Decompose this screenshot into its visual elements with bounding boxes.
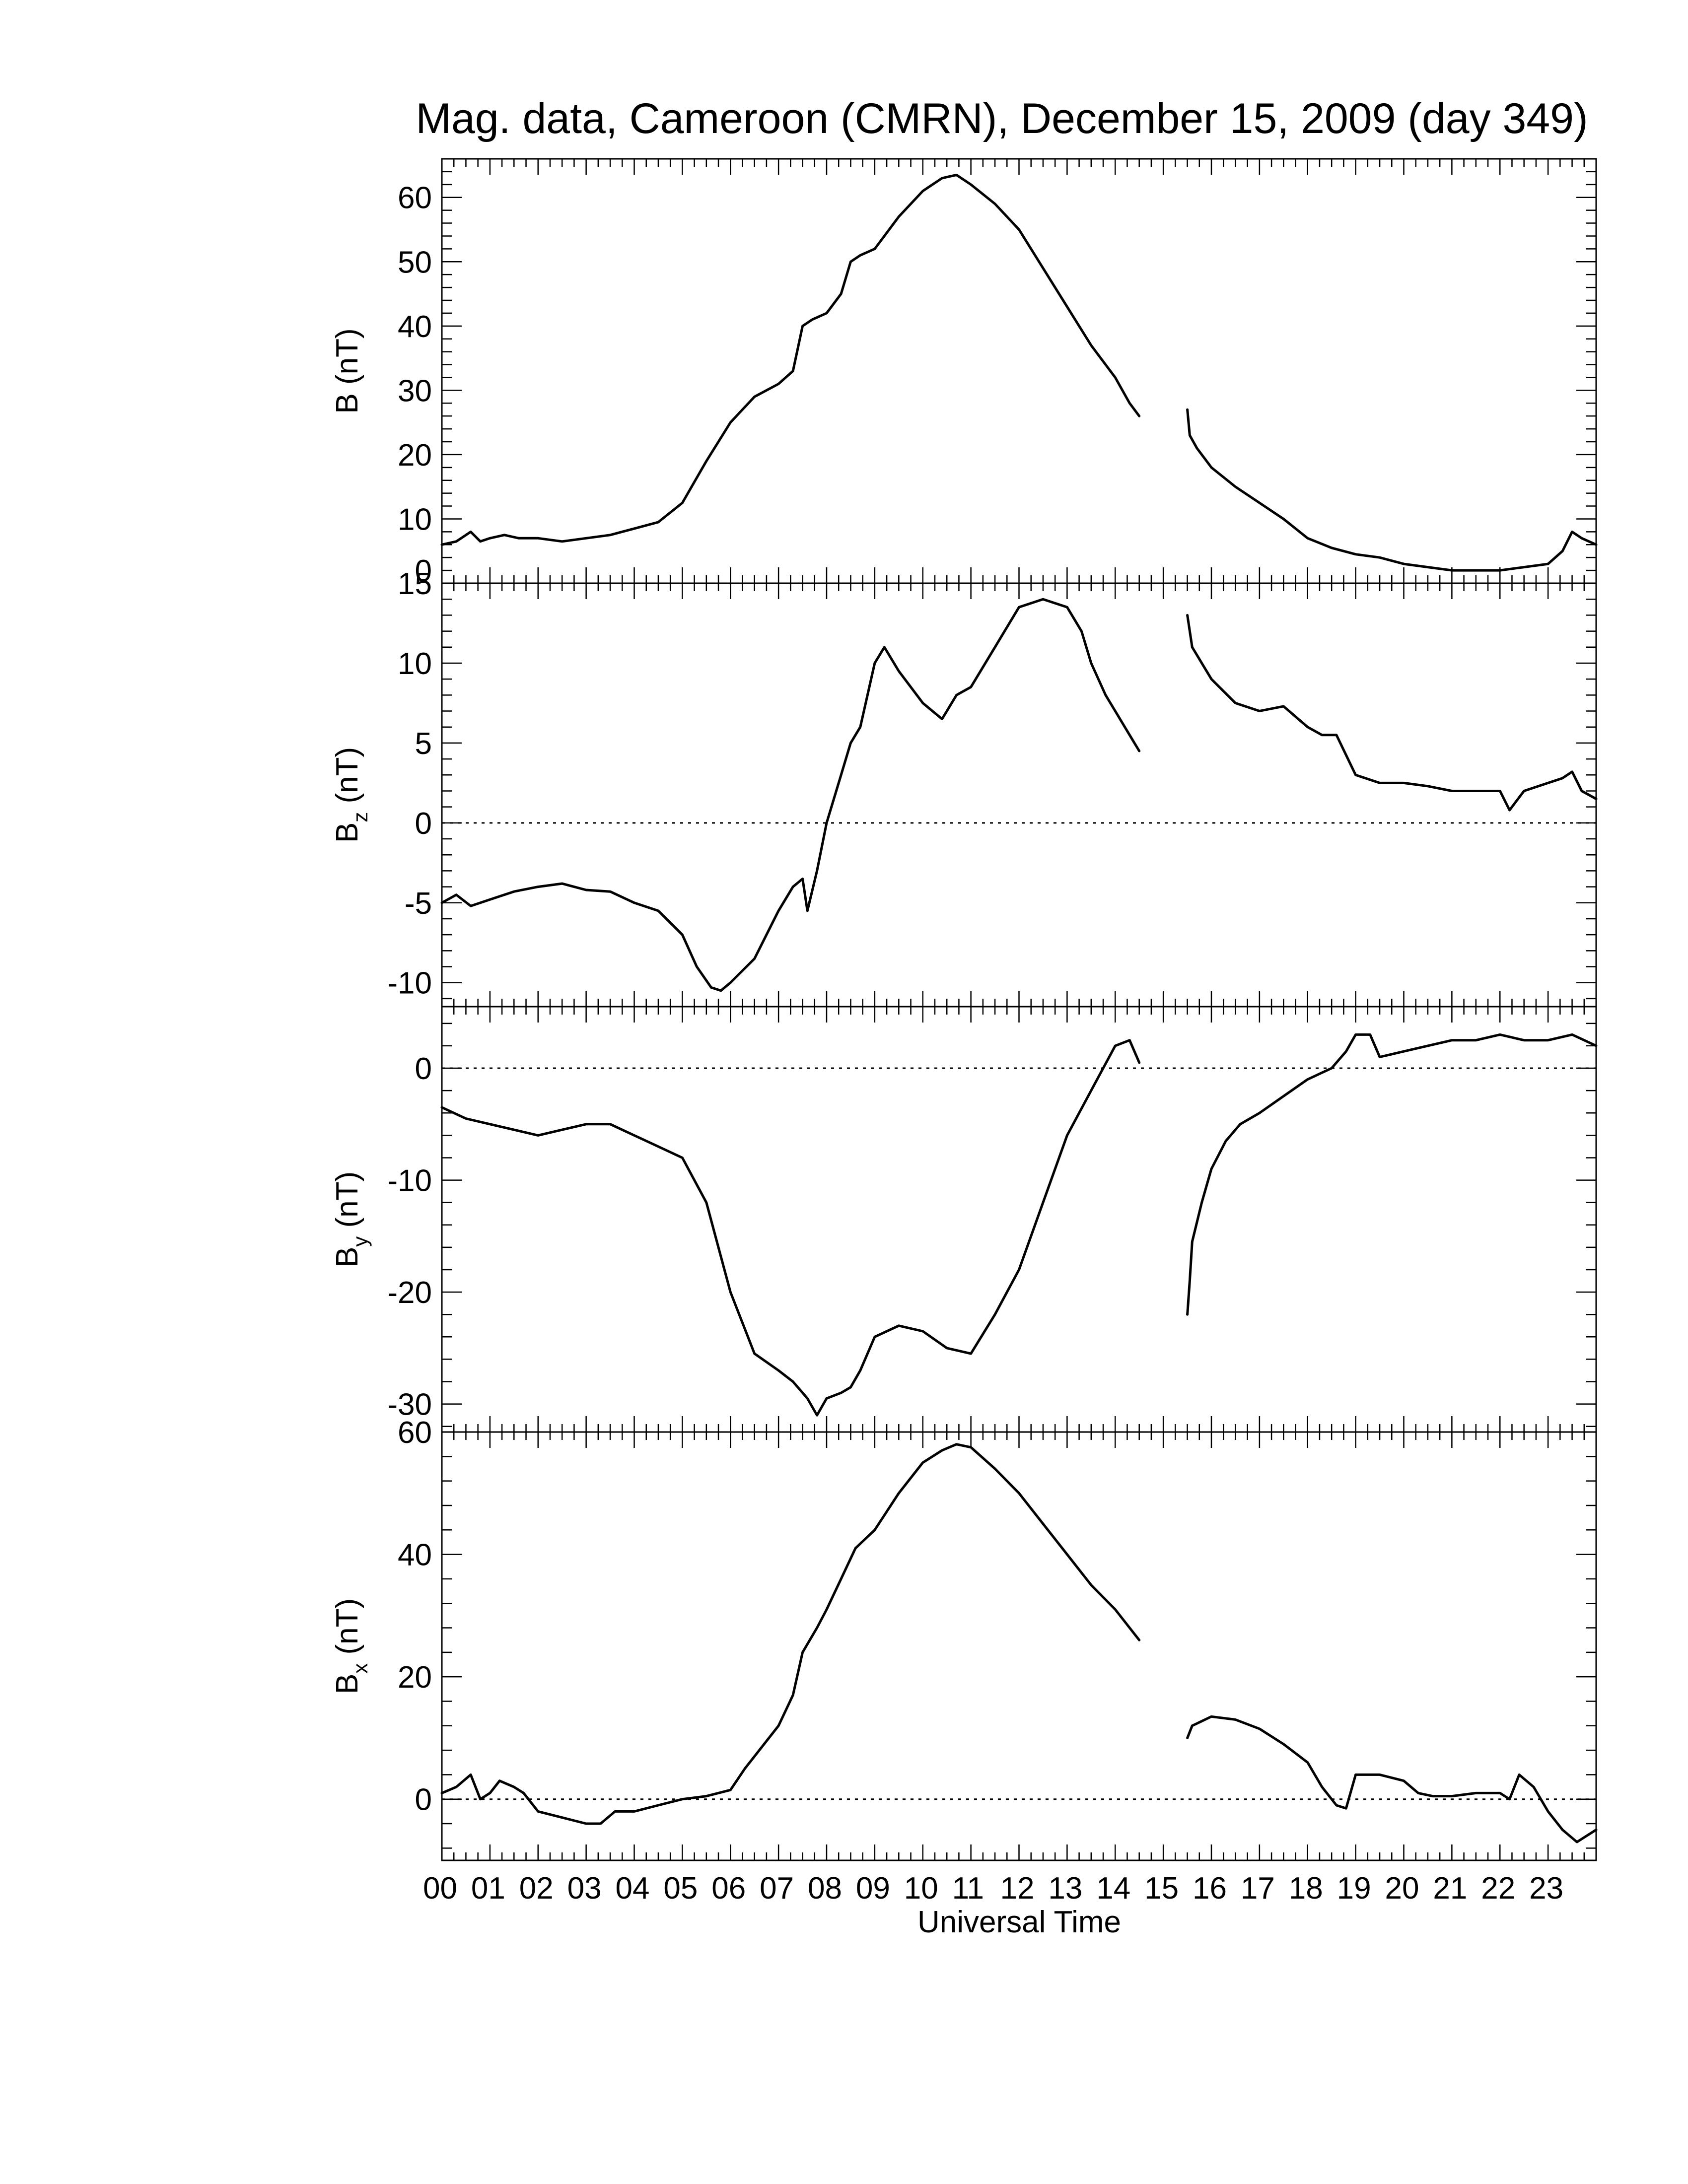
x-tick-label: 07 — [760, 1871, 794, 1906]
y-tick-label: 50 — [398, 245, 432, 279]
y-tick-label: -5 — [405, 887, 432, 921]
x-axis-label: Universal Time — [917, 1905, 1121, 1939]
y-tick-label: 10 — [398, 647, 432, 681]
panel-B: 60 50 40 30 20 10 0 B (nT) — [330, 158, 1598, 588]
y-axis-label: By (nT) — [330, 1171, 372, 1267]
x-tick-label: 22 — [1481, 1871, 1515, 1906]
x-tick-label: 21 — [1433, 1871, 1467, 1906]
x-tick-label: 12 — [1000, 1871, 1035, 1906]
x-tick-label: 05 — [663, 1871, 698, 1906]
x-tick-label: 23 — [1529, 1871, 1563, 1906]
y-tick-label: 5 — [415, 727, 432, 761]
x-tick-label: 15 — [1144, 1871, 1179, 1906]
y-tick-label: 10 — [398, 502, 432, 537]
y-tick-label: 60 — [398, 181, 432, 215]
y-tick-label: 40 — [398, 310, 432, 344]
x-tick-label: 01 — [471, 1871, 505, 1906]
y-axis-label: B (nT) — [330, 328, 364, 413]
x-tick-label: 19 — [1337, 1871, 1371, 1906]
y-tick-label: 20 — [398, 1660, 432, 1695]
x-tick-label: 09 — [856, 1871, 890, 1906]
y-tick-label: 20 — [398, 438, 432, 473]
x-axis: 00 01 02 03 04 05 06 07 08 09 10 11 12 13 14 15 16 17 18 19… — [423, 1871, 1563, 1906]
y-tick-label: 30 — [398, 374, 432, 408]
x-tick-label: 17 — [1241, 1871, 1275, 1906]
x-tick-label: 03 — [567, 1871, 602, 1906]
y-tick-label: 0 — [415, 1052, 432, 1086]
series-line-Bx-2 — [1186, 1715, 1598, 1843]
series-line-Bx-1 — [440, 1443, 1141, 1825]
panel-By: 0 -10 -20 -30 By (nT) — [330, 1006, 1598, 1433]
y-tick-label: 15 — [398, 567, 432, 601]
y-tick-label: 60 — [398, 1416, 432, 1450]
y-axis-label: Bz (nT) — [330, 747, 372, 843]
series-line-Bz-2 — [1186, 614, 1598, 812]
x-tick-label: 02 — [519, 1871, 554, 1906]
y-tick-label: 0 — [415, 554, 432, 588]
x-tick-label: 04 — [616, 1871, 650, 1906]
y-tick-label: 0 — [415, 1783, 432, 1817]
y-tick-label: -10 — [387, 1164, 432, 1198]
x-tick-label: 18 — [1289, 1871, 1323, 1906]
panel-Bx: 60 40 20 0 Bx (nT) — [330, 1416, 1598, 1861]
series-line-B-1 — [440, 173, 1141, 546]
x-tick-label: 08 — [808, 1871, 842, 1906]
x-tick-label: 10 — [904, 1871, 938, 1906]
y-tick-label: -20 — [387, 1276, 432, 1310]
series-line-B-2 — [1186, 408, 1598, 572]
x-tick-label: 20 — [1385, 1871, 1419, 1906]
chart-title: Mag. data, Cameroon (CMRN), December 15,… — [416, 95, 1588, 142]
x-tick-label: 00 — [423, 1871, 457, 1906]
series-line-By-1 — [440, 1039, 1141, 1417]
x-tick-label: 16 — [1193, 1871, 1227, 1906]
x-tick-label: 13 — [1048, 1871, 1082, 1906]
x-tick-label: 06 — [711, 1871, 746, 1906]
series-line-Bz-1 — [440, 598, 1141, 992]
y-tick-label: -30 — [387, 1388, 432, 1422]
x-tick-label: 11 — [952, 1871, 984, 1906]
y-tick-label: 0 — [415, 807, 432, 841]
x-tick-label: 14 — [1096, 1871, 1130, 1906]
y-axis-label: Bx (nT) — [330, 1598, 372, 1694]
series-line-By-2 — [1186, 1033, 1598, 1316]
panel-Bz: 15 10 5 0 -5 -10 Bz (nT) — [330, 567, 1598, 1008]
y-tick-label: 40 — [398, 1538, 432, 1572]
y-tick-label: -10 — [387, 966, 432, 1001]
